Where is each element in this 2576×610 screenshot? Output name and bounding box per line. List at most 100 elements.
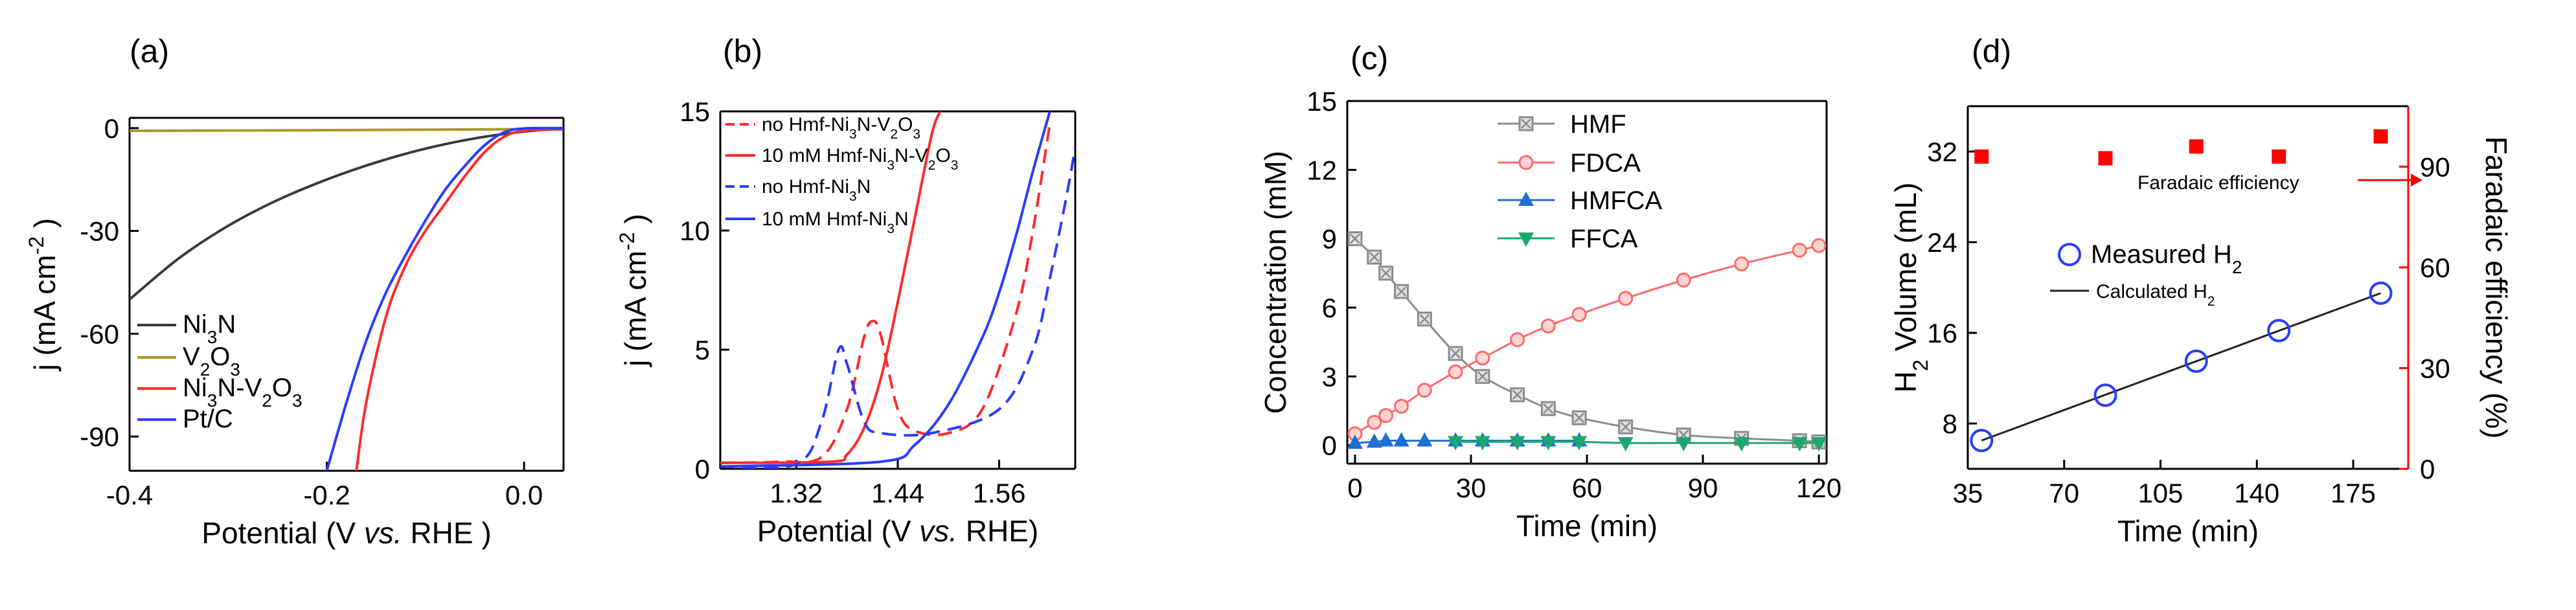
data-point-ffca	[1448, 436, 1464, 451]
panel-label: (a)	[130, 33, 169, 69]
label-part: Ni	[183, 374, 207, 402]
label-part: 2	[890, 127, 898, 142]
x-tick-label: 1.44	[871, 478, 924, 508]
x-tick-label: 105	[2137, 478, 2183, 508]
legend-label-2: Ni3N-V2O3	[183, 374, 302, 411]
y-tick-label: 0	[695, 454, 710, 484]
plot-area	[1970, 281, 2393, 453]
x-title-part: vs.	[919, 514, 957, 548]
legend-label-calculated-h2: Calculated H2	[2096, 281, 2215, 309]
data-point-hmf	[1475, 368, 1490, 384]
x-title-part: RHE)	[957, 514, 1038, 548]
data-point-fdca	[1540, 318, 1556, 333]
series-line-10-mm-hmf-ni3n-v2o3	[720, 111, 942, 464]
x-tick-label: 140	[2234, 478, 2279, 508]
y-tick-label: 24	[1927, 227, 1957, 258]
legend-marker-measured-h2	[2058, 243, 2081, 266]
data-point-hmfca	[1366, 433, 1382, 448]
x-tick-label: 30	[1456, 473, 1487, 503]
y-tick-label: 9	[1322, 224, 1337, 254]
label-part: )	[28, 218, 62, 236]
data-point-ffca	[1617, 437, 1634, 452]
data-point-fdca	[1417, 383, 1432, 398]
x-tick-label: 0.0	[505, 480, 543, 510]
label-part: O	[272, 374, 292, 402]
data-point-measured-h2	[1970, 429, 1994, 453]
data-point-ffca	[1474, 436, 1490, 451]
label-part: Concentration (mM)	[1259, 151, 1292, 414]
axes-frame	[128, 117, 565, 472]
data-point-ffca	[1540, 436, 1556, 451]
legend-label-2: HMFCA	[1570, 186, 1663, 215]
label-part: -2	[615, 232, 639, 251]
x-title-part: RHE )	[402, 516, 492, 550]
data-point-hmf-cross	[1380, 267, 1391, 278]
label-part: O	[898, 114, 913, 135]
data-point-hmf-cross	[1574, 412, 1584, 423]
x-tick-label: 1.32	[770, 478, 823, 508]
data-point-fdca	[1792, 242, 1807, 258]
data-point-measured-h2	[2369, 281, 2393, 305]
y-tick-label: 15	[679, 96, 710, 127]
series-line-hmf	[1354, 238, 1819, 443]
label-part: )	[619, 214, 652, 232]
panel-2: (c) 0 30 60 90 120 0 3 6 9 12 15 Time (min) Concentra…	[1259, 40, 1841, 543]
data-point-hmf-cross	[1419, 313, 1430, 324]
data-point-fdca	[1367, 414, 1382, 430]
legend-label-3: FFCA	[1570, 225, 1638, 253]
legend-marker	[1518, 155, 1534, 170]
y-axis-title: j (mA cm-2 )	[615, 214, 652, 368]
data-point-ffca	[1792, 437, 1808, 452]
data-point-hmf	[1540, 401, 1556, 416]
data-point-fdca	[1378, 408, 1394, 424]
data-point-faradaic-efficiency	[2098, 151, 2113, 166]
panel-label: (c)	[1351, 40, 1388, 76]
x-tick-label: 70	[2049, 478, 2079, 508]
legend-label-3: 10 mM Hmf-Ni3N	[762, 209, 909, 236]
y-tick-label: 6	[1322, 293, 1337, 323]
label-part: 2	[2207, 294, 2215, 309]
data-point-hmf	[1417, 311, 1432, 327]
legend-label-measured-h2: Measured H2	[2091, 240, 2242, 277]
label-part: no Hmf-Ni	[762, 176, 849, 198]
legend-marker	[1518, 192, 1534, 206]
label-part: Pt/C	[183, 405, 233, 433]
label-part: 10 mM Hmf-Ni	[762, 145, 887, 166]
data-point-fdca	[1475, 350, 1490, 366]
legend: HMF FDCA HMFCA FFCA	[1498, 110, 1663, 253]
x-tick-label: 0	[1347, 473, 1362, 503]
y-tick-label: -30	[80, 216, 119, 247]
series-line-hmfca	[1354, 439, 1580, 444]
series-line-no-hmf-ni3n-v2o3	[720, 123, 1051, 464]
y-axis-title: H2 Volume (mL)	[1889, 183, 1932, 393]
label-part: 3	[887, 221, 895, 236]
data-point-fdca	[1811, 238, 1827, 253]
label-part: 3	[230, 359, 240, 379]
x-tick-label: 175	[2331, 478, 2376, 508]
y-tick-label: 10	[679, 216, 710, 246]
label-part: 3	[292, 390, 302, 411]
x-tick-label: 35	[1953, 478, 1983, 508]
label-part: N-V	[895, 145, 928, 166]
data-point-fdca	[1448, 364, 1463, 379]
label-part: 10 mM Hmf-Ni	[762, 209, 887, 230]
label-part: N	[857, 176, 871, 198]
x-tick-label: -0.4	[106, 480, 153, 510]
label-part: N	[217, 310, 236, 339]
series-line-fdca	[1354, 244, 1819, 435]
data-point-hmf	[1367, 249, 1382, 265]
data-point-hmf-cross	[1350, 233, 1360, 244]
series-line-10-mm-hmf-ni3n	[720, 111, 1051, 468]
plot-area	[1347, 231, 1827, 452]
legend-label-1: 10 mM Hmf-Ni3N-V2O3	[762, 145, 958, 173]
y-tick-label: 0	[1322, 431, 1337, 461]
y2-tick-label: 90	[2420, 152, 2450, 182]
x-tick-label: -0.2	[303, 480, 350, 510]
label-part: j (mA cm	[619, 251, 652, 368]
x-tick-label: 1.56	[973, 478, 1026, 508]
panel-label: (d)	[1972, 33, 2011, 69]
label-part: Calculated H	[2096, 281, 2207, 302]
